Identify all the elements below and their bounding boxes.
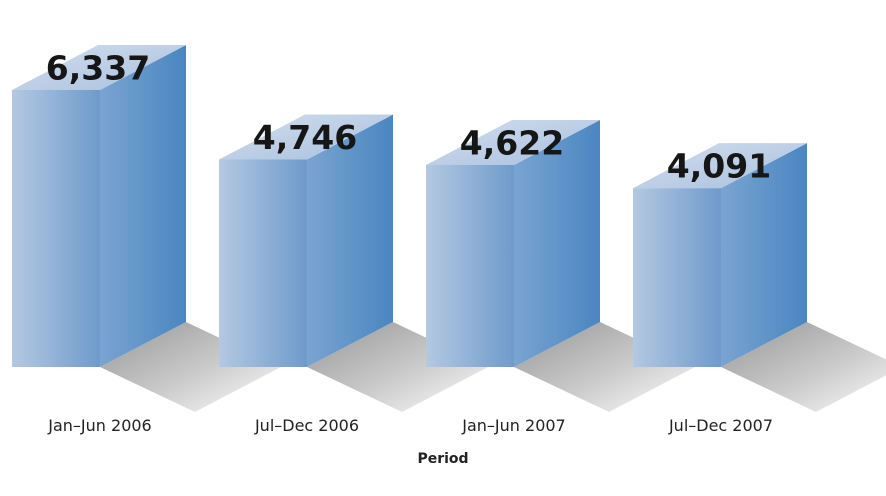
bar-top-face: [426, 119, 600, 165]
bar-shadow: [100, 322, 281, 412]
bar: [12, 45, 186, 367]
bar-value-label: 4,091: [667, 147, 771, 186]
x-tick-label: Jan–Jun 2006: [47, 416, 151, 435]
x-tick-label: Jul–Dec 2006: [254, 416, 359, 435]
bar-top-face: [12, 45, 186, 90]
bar-front-face: [12, 90, 100, 367]
value-labels: 6,337 4,746 4,622 4,091: [46, 49, 771, 186]
x-tick-label: Jul–Dec 2007: [668, 416, 773, 435]
bar-side-face: [100, 45, 186, 367]
bar-front-face: [633, 188, 721, 367]
bar: [633, 143, 807, 367]
bar-side-face: [721, 143, 807, 367]
bar: [219, 114, 393, 368]
bar-side-face: [307, 114, 393, 368]
bar-shadow: [514, 322, 695, 412]
bar-value-label: 4,622: [460, 123, 564, 162]
bar: [426, 119, 600, 367]
bar-shadow: [721, 322, 886, 412]
bar-shadows: [100, 322, 886, 412]
x-tick-label: Jan–Jun 2007: [461, 416, 565, 435]
x-tick-labels: Jan–Jun 2006 Jul–Dec 2006 Jan–Jun 2007 Jul–…: [47, 416, 773, 435]
bar-side-face: [514, 119, 600, 367]
bar-top-face: [219, 114, 393, 160]
bar-value-label: 4,746: [253, 118, 357, 157]
x-axis-label: Period: [417, 451, 468, 467]
bar-top-face: [633, 143, 807, 189]
bar-front-face: [219, 159, 307, 367]
bar-front-face: [426, 164, 514, 367]
bar-value-label: 6,337: [46, 49, 150, 88]
bar-shadow: [307, 322, 488, 412]
bars: [12, 45, 807, 368]
